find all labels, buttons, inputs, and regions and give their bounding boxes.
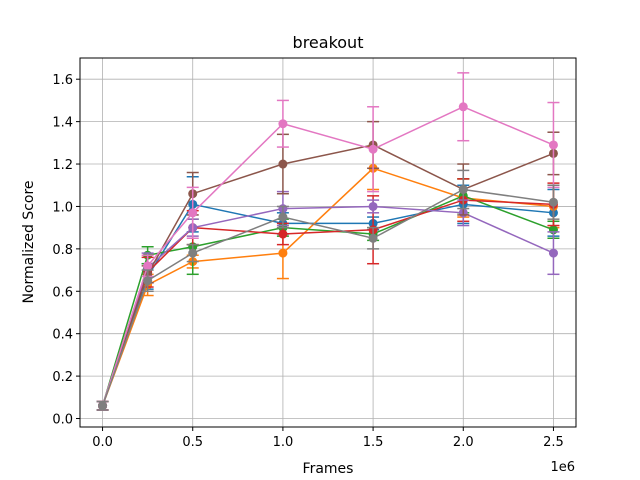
data-point (278, 248, 288, 258)
chart-title: breakout (293, 33, 364, 52)
data-point (98, 401, 108, 411)
x-tick-label: 2.5 (543, 435, 564, 450)
data-point (143, 261, 153, 271)
data-point (368, 201, 378, 211)
series-series-8 (96, 169, 560, 411)
y-tick-label: 0.8 (52, 243, 73, 258)
data-point (278, 119, 288, 129)
y-tick-label: 0.6 (52, 285, 73, 300)
y-tick-label: 0.2 (52, 370, 73, 385)
data-point (188, 208, 198, 218)
y-axis-label: Normalized Score (21, 180, 37, 303)
x-tick-label: 1.0 (273, 435, 294, 450)
y-tick-label: 1.4 (52, 116, 73, 131)
y-tick-label: 0.0 (52, 413, 73, 428)
data-point (368, 233, 378, 243)
y-tick-label: 1.0 (52, 200, 73, 215)
x-axis-offset-label: 1e6 (550, 460, 575, 475)
data-point (278, 229, 288, 239)
data-point (458, 102, 468, 112)
data-point (278, 212, 288, 222)
x-tick-label: 0.0 (92, 435, 113, 450)
x-tick-label: 0.5 (182, 435, 203, 450)
data-point (548, 197, 558, 207)
y-tick-label: 1.2 (52, 158, 73, 173)
data-point (143, 276, 153, 286)
x-axis-label: Frames (303, 461, 354, 477)
axes: 0.0 0.5 1.0 1.5 2.0 2.5 0.0 0.2 0.4 0.6 0.8 1.0 1.2 1… (52, 57, 577, 450)
y-tick-label: 1.6 (52, 73, 73, 88)
data-point (548, 248, 558, 258)
x-tick-label: 1.5 (363, 435, 384, 450)
y-tick-label: 0.4 (52, 328, 73, 343)
data-point (458, 184, 468, 194)
data-point (188, 248, 198, 258)
x-tick-label: 2.0 (453, 435, 474, 450)
data-point (548, 140, 558, 150)
data-point (368, 144, 378, 154)
plot-frame (79, 57, 577, 428)
series-group (96, 72, 560, 411)
data-point (278, 159, 288, 169)
